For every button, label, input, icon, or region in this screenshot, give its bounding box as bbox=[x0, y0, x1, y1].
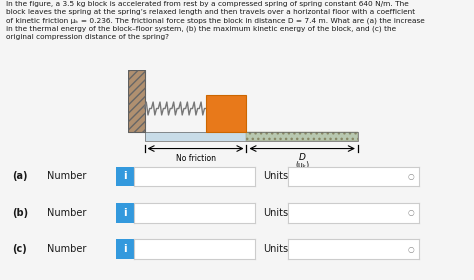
Text: ○: ○ bbox=[408, 245, 414, 254]
Text: Number: Number bbox=[47, 244, 87, 254]
Bar bbox=[206, 95, 246, 132]
Text: No friction: No friction bbox=[175, 154, 216, 163]
Bar bbox=[246, 132, 358, 141]
Text: (μₖ): (μₖ) bbox=[295, 161, 309, 170]
Text: (a): (a) bbox=[12, 171, 27, 181]
Bar bbox=[246, 132, 358, 141]
Bar bbox=[128, 70, 145, 132]
Text: (c): (c) bbox=[12, 244, 27, 254]
Bar bbox=[145, 132, 358, 141]
Bar bbox=[128, 70, 145, 132]
Text: Number: Number bbox=[47, 208, 87, 218]
Text: Number: Number bbox=[47, 171, 87, 181]
Text: In the figure, a 3.5 kg block is accelerated from rest by a compressed spring of: In the figure, a 3.5 kg block is acceler… bbox=[6, 1, 424, 40]
Text: i: i bbox=[123, 208, 127, 218]
Text: ○: ○ bbox=[408, 208, 414, 217]
Text: i: i bbox=[123, 171, 127, 181]
Text: Units: Units bbox=[263, 244, 288, 254]
Text: Units: Units bbox=[263, 208, 288, 218]
Text: i: i bbox=[123, 244, 127, 254]
Text: (b): (b) bbox=[12, 208, 28, 218]
Text: D: D bbox=[299, 153, 306, 162]
Bar bbox=[145, 132, 246, 141]
Text: Units: Units bbox=[263, 171, 288, 181]
Bar bbox=[145, 132, 358, 141]
Text: ○: ○ bbox=[408, 172, 414, 181]
